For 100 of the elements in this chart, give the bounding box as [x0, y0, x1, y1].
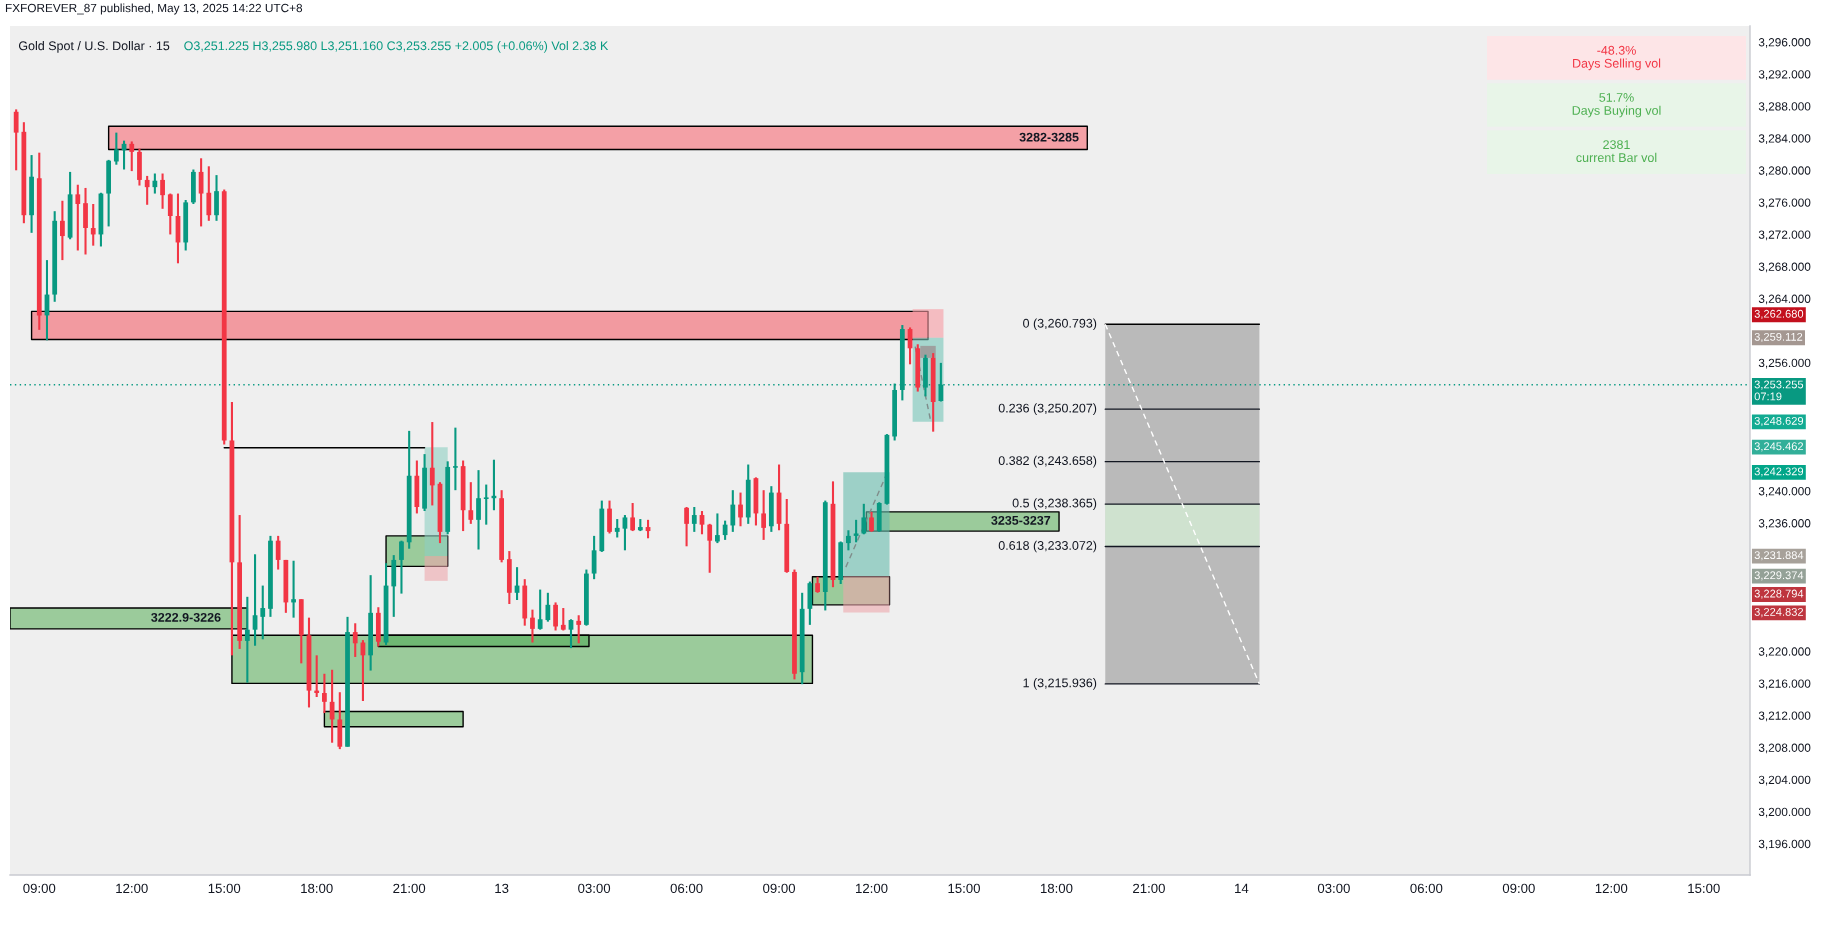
candlestick [429, 421, 435, 507]
candlestick [630, 501, 636, 533]
x-tick-label: 15:00 [948, 883, 980, 894]
annotation: 0 (3,260.793) [1023, 318, 1097, 331]
y-tick-label: 3,216.000 [1758, 679, 1811, 690]
candlestick [738, 491, 743, 528]
candlestick [314, 654, 320, 699]
y-tick-label: 3,292.000 [1758, 70, 1811, 80]
candlestick [537, 588, 543, 631]
x-tick-label: 12:00 [116, 883, 148, 894]
x-tick-label: 06:00 [1410, 883, 1443, 894]
candlestick [684, 505, 689, 548]
candlestick [476, 469, 481, 551]
candlestick [730, 489, 736, 533]
annotation: 0.5 (3,238.365) [1012, 498, 1097, 510]
candlestick [75, 183, 81, 252]
x-tick-label: 21:00 [393, 883, 426, 894]
annotation: 0.382 (3,243.658) [998, 455, 1097, 468]
text: 3,229.374 [1754, 571, 1804, 581]
x-tick-label: 15:00 [208, 883, 241, 894]
text: 3,245.462 [1754, 442, 1804, 452]
candlestick [206, 165, 212, 222]
y-tick-label: 3,296.000 [1758, 38, 1811, 48]
text: 3,242.329 [1754, 467, 1804, 477]
ref-line-label: 3,253.255 07:19 [1754, 380, 1804, 401]
x-tick-label: 15:00 [1688, 883, 1720, 894]
x-tick-label: 21:00 [1133, 883, 1165, 894]
annotation: 2381 current Bar vol [1576, 140, 1657, 163]
candlestick [352, 622, 358, 658]
candlestick [260, 584, 266, 641]
candlestick [322, 672, 327, 715]
text: 3,231.884 [1754, 551, 1804, 561]
y-tick-label: 3,200.000 [1758, 807, 1811, 818]
candlestick [60, 199, 65, 262]
candlestick [707, 522, 713, 574]
annotation: 1 (3,215.936) [1023, 678, 1097, 690]
y-tick-label: 3,240.000 [1758, 487, 1811, 497]
text: 3,228.794 [1754, 589, 1804, 599]
y-tick-label: 3,204.000 [1758, 775, 1811, 786]
y-tick-label: 3,212.000 [1758, 711, 1811, 722]
candlestick [291, 559, 296, 619]
candlestick [160, 172, 165, 210]
candlestick [275, 534, 281, 571]
y-tick-label: 3,264.000 [1758, 294, 1811, 305]
y-tick-label: 3,288.000 [1758, 102, 1811, 112]
x-tick-label: 03:00 [578, 883, 611, 894]
text: 3,262.680 [1754, 309, 1804, 320]
candlestick [576, 614, 582, 645]
annotation: -48.3% Days Selling vol [1573, 45, 1661, 71]
candlestick [90, 202, 96, 247]
annotation: 3222.9-3226 [151, 612, 221, 622]
annotation: 0.618 (3,233.072) [998, 540, 1097, 553]
candlestick [861, 502, 867, 536]
candlestick [715, 512, 720, 545]
annotation: 3235-3237 [991, 515, 1051, 525]
candlestick [607, 499, 612, 535]
y-tick-label: 3,276.000 [1758, 198, 1811, 209]
annotation: 51.7% Days Buying vol [1572, 93, 1661, 118]
annotation: 3282-3285 [1019, 132, 1079, 142]
y-tick-label: 3,208.000 [1758, 743, 1811, 754]
x-tick-label: 12:00 [1595, 883, 1628, 894]
candlestick [399, 539, 404, 595]
candlestick [530, 608, 535, 644]
candlestick [152, 172, 158, 195]
x-tick-label: 13 [495, 883, 509, 894]
candlestick [167, 192, 173, 236]
candlestick [129, 140, 135, 173]
text: 3,259.112 [1754, 332, 1803, 343]
candlestick [468, 481, 474, 525]
x-tick-label: 14 [1235, 883, 1249, 893]
candlestick [853, 518, 859, 544]
y-tick-label: 3,268.000 [1758, 262, 1811, 273]
candlestick [13, 108, 19, 172]
candlestick [761, 489, 767, 541]
x-tick-label: 09:00 [763, 883, 796, 894]
candlestick [691, 505, 697, 533]
candlestick [483, 483, 489, 526]
x-tick-label: 09:00 [23, 883, 56, 894]
x-tick-label: 18:00 [1040, 883, 1073, 894]
text: 3,224.832 [1754, 607, 1804, 618]
candlestick [453, 426, 458, 492]
candlestick [113, 131, 119, 166]
candlestick [614, 518, 620, 539]
y-tick-label: 3,220.000 [1758, 647, 1811, 658]
candlestick [244, 595, 250, 684]
y-tick-label: 3,284.000 [1758, 134, 1811, 145]
text: 3,248.629 [1754, 416, 1804, 427]
y-tick-label: 3,196.000 [1758, 839, 1811, 850]
x-tick-label: 09:00 [1502, 883, 1535, 894]
candlestick [869, 510, 874, 533]
x-tick-label: 18:00 [301, 883, 333, 894]
y-tick-label: 3,256.000 [1758, 358, 1811, 369]
annotation: 0.236 (3,250.207) [998, 403, 1097, 415]
x-tick-label: 12:00 [856, 883, 888, 894]
candlestick [144, 174, 150, 206]
x-tick-label: 03:00 [1317, 883, 1350, 894]
candlestick [545, 591, 551, 623]
text: O3,251.225 H3,255.980 L3,251.160 C3,253.255 +2.005 (+0.06%) Vol 2.38 K [184, 41, 609, 53]
candlestick [553, 601, 558, 632]
text: Gold Spot / U.S. Dollar · 15 [18, 41, 170, 53]
